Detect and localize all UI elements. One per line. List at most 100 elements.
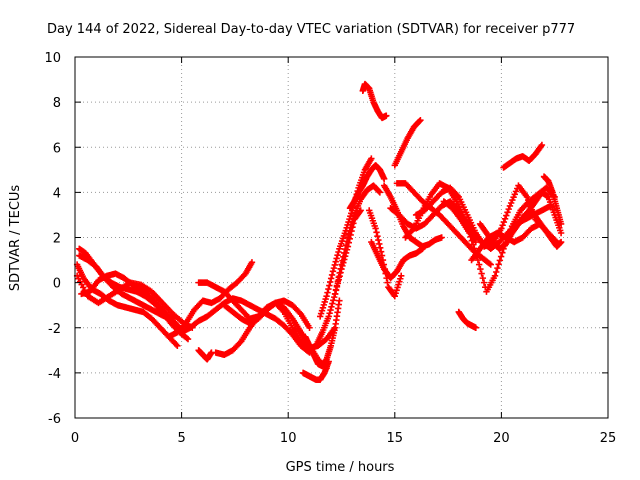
data-point <box>328 271 336 279</box>
data-point <box>381 265 388 273</box>
data-point <box>338 265 345 273</box>
data-point <box>383 112 390 119</box>
data-point <box>332 258 339 265</box>
data-point <box>334 280 342 287</box>
data-marks <box>73 80 565 383</box>
data-point <box>248 259 256 266</box>
data-point <box>347 231 354 239</box>
chart-title: Day 144 of 2022, Sidereal Day-to-day VTE… <box>47 22 575 37</box>
data-point <box>349 223 356 231</box>
data-point <box>501 215 509 223</box>
data-point <box>493 268 500 276</box>
data-point <box>327 278 334 286</box>
data-point <box>183 334 190 342</box>
data-point <box>557 229 565 237</box>
data-point <box>336 272 343 280</box>
data-point <box>236 339 244 346</box>
data-point <box>333 255 340 262</box>
data-point <box>498 225 505 232</box>
data-point <box>379 256 387 264</box>
data-point <box>306 324 313 331</box>
data-point <box>471 245 478 252</box>
data-point <box>495 261 502 268</box>
data-point <box>494 264 501 272</box>
data-point <box>345 239 353 246</box>
data-point <box>329 300 336 307</box>
data-point <box>503 212 510 219</box>
y-tick-label: 6 <box>53 141 61 156</box>
data-point <box>479 274 487 282</box>
y-tick-label: -4 <box>48 367 61 382</box>
data-point <box>504 209 511 216</box>
data-point <box>454 192 461 199</box>
data-point <box>380 175 388 183</box>
data-point <box>487 261 494 268</box>
data-point <box>523 193 531 201</box>
data-point <box>343 246 351 253</box>
data-point <box>409 226 416 233</box>
data-point <box>330 297 337 304</box>
y-tick-label: -2 <box>48 322 61 337</box>
data-point <box>375 188 383 195</box>
data-point <box>330 264 338 272</box>
data-point <box>326 310 333 317</box>
data-point <box>341 252 349 260</box>
data-point <box>474 256 482 264</box>
data-point <box>169 315 177 322</box>
y-tick-label: 8 <box>53 96 61 111</box>
data-point <box>538 141 546 149</box>
data-point <box>325 313 332 320</box>
data-point <box>208 349 215 356</box>
data-point <box>341 256 348 263</box>
data-point <box>328 303 335 310</box>
data-point <box>334 252 341 259</box>
data-point <box>172 341 180 348</box>
data-point <box>397 272 405 280</box>
data-point <box>342 249 350 257</box>
data-point <box>184 335 192 343</box>
y-tick-label: 10 <box>44 51 61 66</box>
x-tick-label: 20 <box>493 431 510 446</box>
data-point <box>323 292 330 300</box>
data-point <box>373 229 380 236</box>
data-point <box>375 236 382 244</box>
y-axis-title: SDTVAR / TECUs <box>8 185 23 292</box>
data-point <box>348 227 355 235</box>
data-point <box>469 241 477 248</box>
data-point <box>337 269 344 276</box>
data-point <box>372 225 379 232</box>
data-point <box>326 282 333 289</box>
y-tick-label: 0 <box>53 277 61 292</box>
data-point <box>467 233 474 241</box>
data-point <box>468 237 476 244</box>
data-point <box>357 207 364 214</box>
data-point <box>332 287 340 294</box>
data-point <box>331 261 338 269</box>
x-tick-label: 0 <box>71 431 79 446</box>
data-point <box>382 270 389 277</box>
x-tick-label: 15 <box>387 431 404 446</box>
x-tick-label: 25 <box>600 431 617 446</box>
data-point <box>480 279 488 286</box>
data-point <box>505 205 512 213</box>
data-point <box>478 270 485 277</box>
axis-ticks: 0 5 10 15 20 25 -6 -4 -2 0 2 4 6 8 10 <box>44 51 616 446</box>
data-point <box>416 117 423 125</box>
data-point <box>335 248 342 256</box>
data-point <box>296 309 303 317</box>
data-point <box>344 243 352 250</box>
data-point <box>384 279 391 286</box>
data-point <box>356 208 363 215</box>
data-point <box>438 234 445 241</box>
data-point <box>537 143 545 150</box>
data-point <box>383 274 390 282</box>
data-point <box>368 155 375 162</box>
data-point <box>477 265 484 273</box>
y-tick-label: 4 <box>53 186 61 201</box>
data-point <box>339 262 346 270</box>
data-point <box>376 189 384 196</box>
data-point <box>486 260 493 267</box>
data-point <box>324 289 331 296</box>
data-point <box>336 297 343 304</box>
